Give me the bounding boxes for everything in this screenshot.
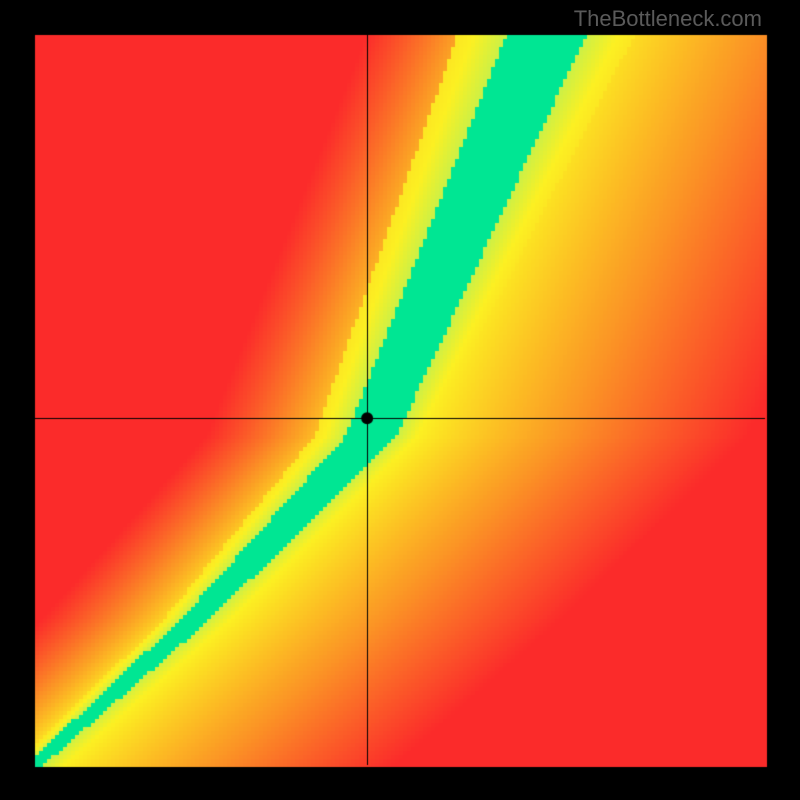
watermark-text: TheBottleneck.com [574,6,762,32]
bottleneck-heatmap [0,0,800,800]
